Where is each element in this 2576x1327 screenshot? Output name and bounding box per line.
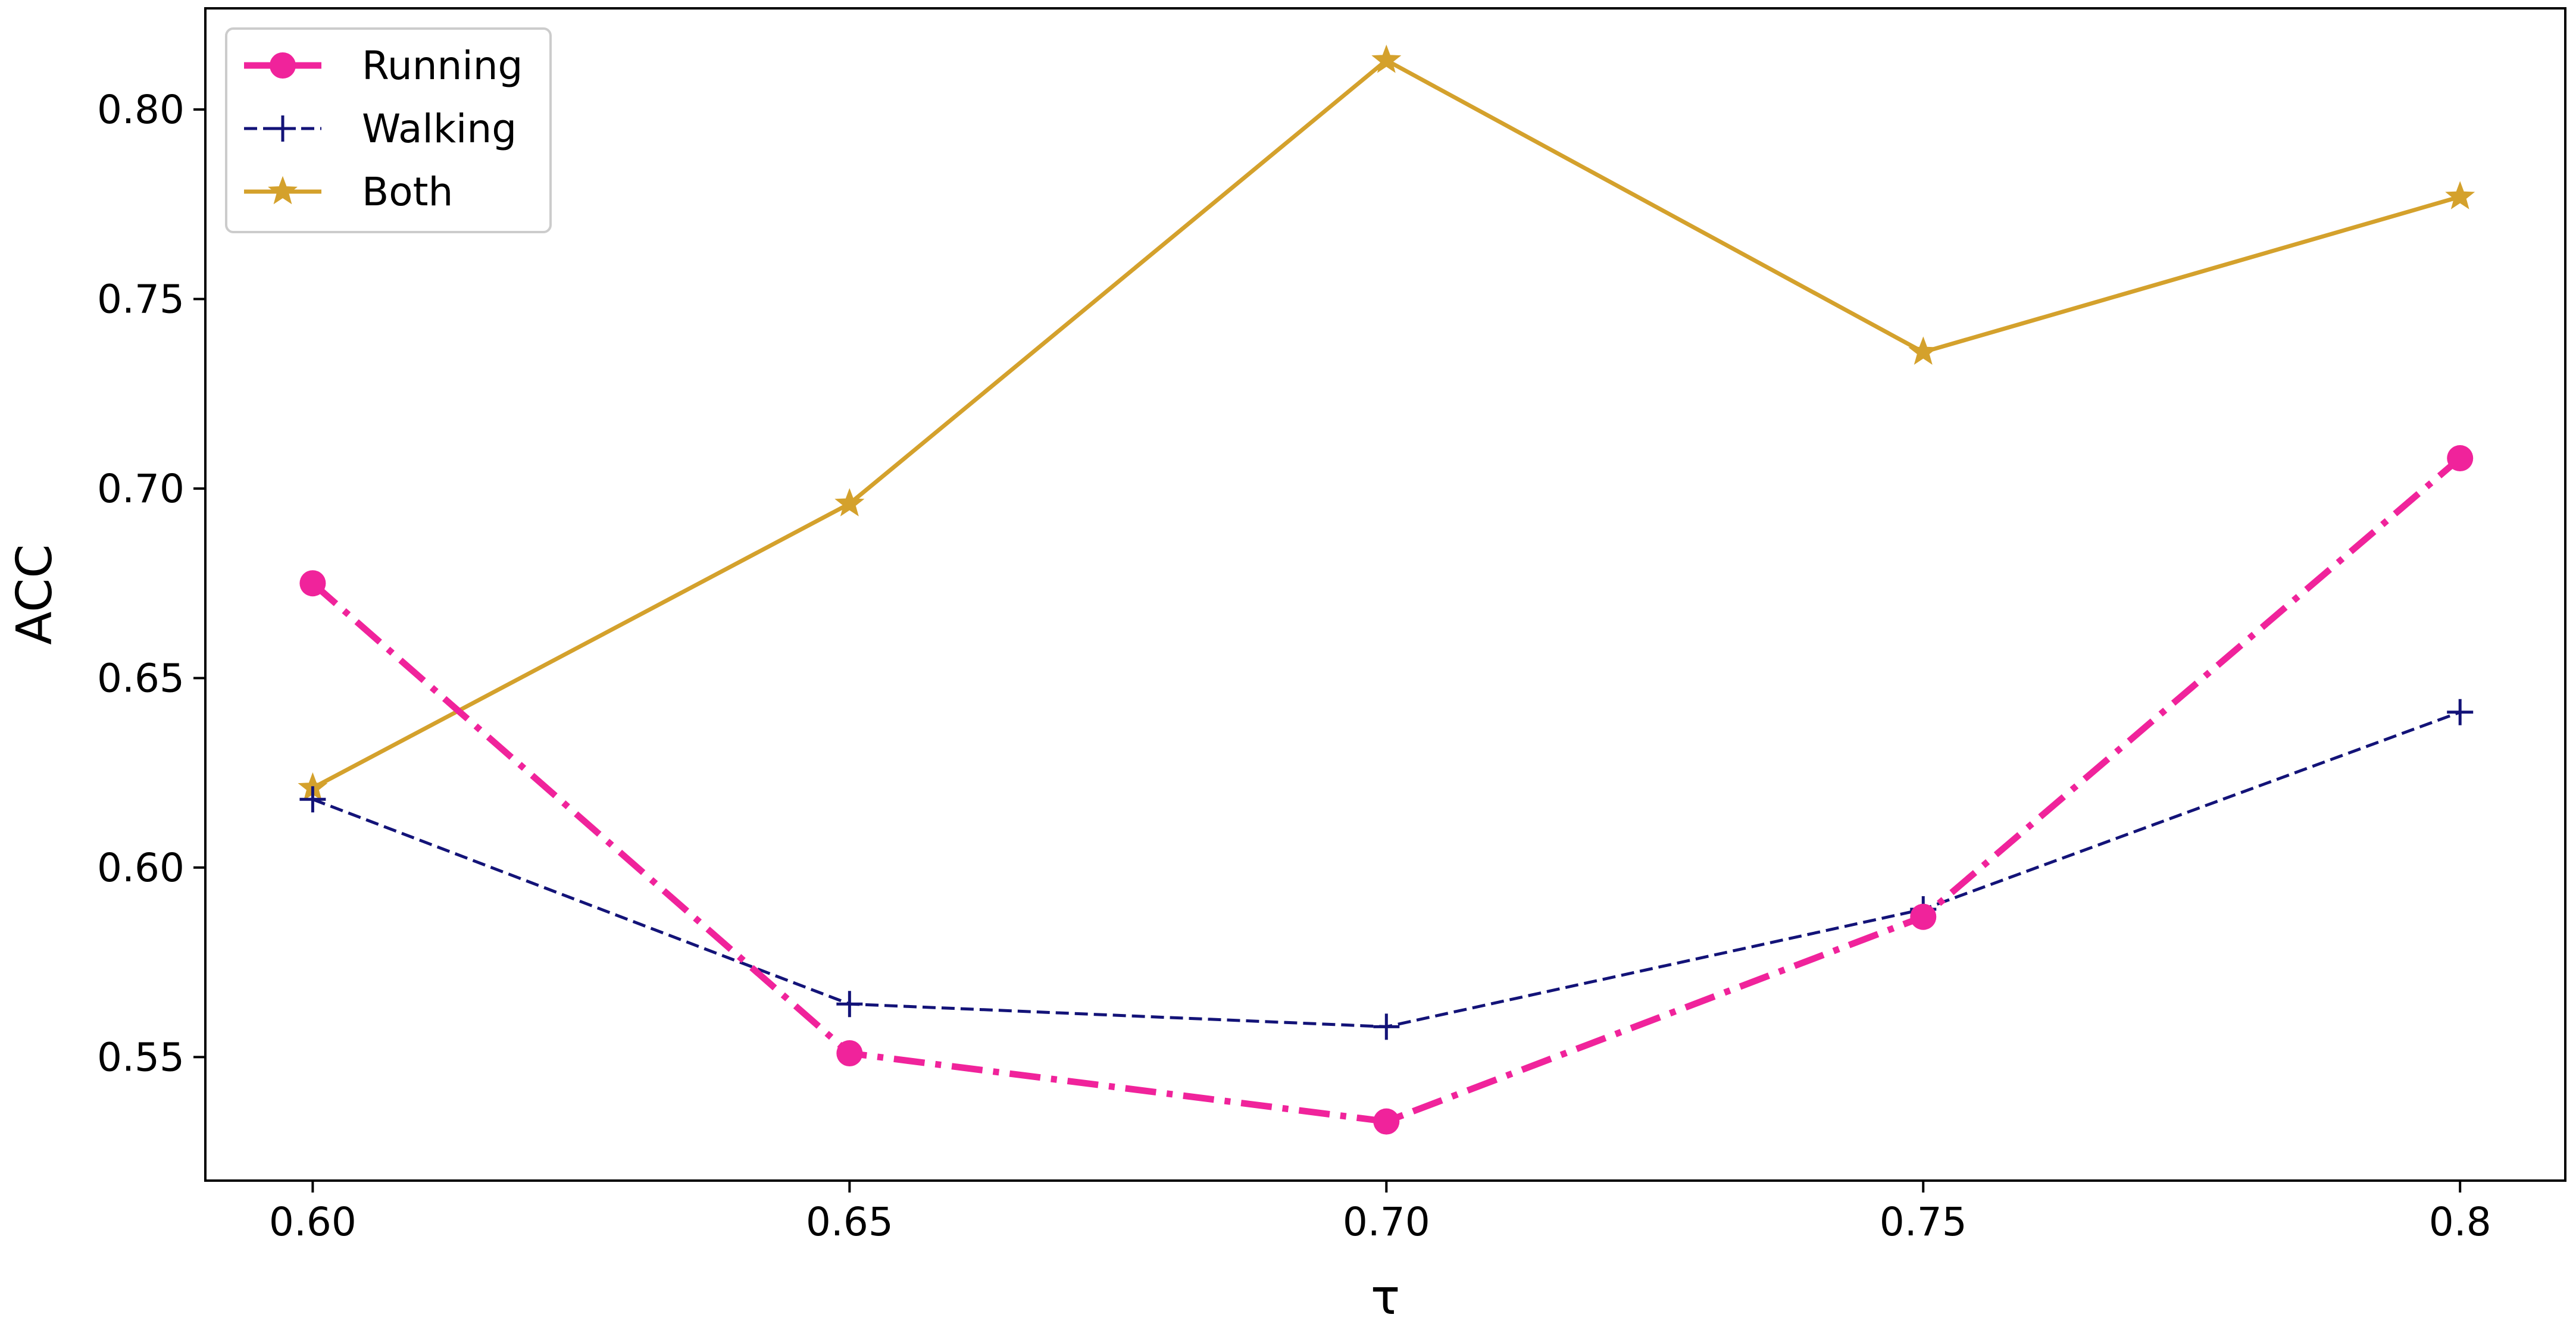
y-tick-label: 0.70 xyxy=(97,466,185,512)
data-point-running xyxy=(2447,445,2474,472)
data-point-both xyxy=(834,488,865,517)
y-tick-label: 0.80 xyxy=(97,87,185,133)
legend-marker-walking xyxy=(270,115,296,142)
data-point-running xyxy=(299,570,326,597)
series-running xyxy=(299,445,2474,1135)
legend-label-walking: Walking xyxy=(362,106,517,152)
y-tick-label: 0.55 xyxy=(97,1034,185,1080)
data-point-running xyxy=(1373,1108,1400,1135)
data-point-running xyxy=(836,1040,863,1066)
axes-layer: 0.60 0.65 0.70 0.75 0.8 0.55 0.60 0.65 0.70 0.75 0… xyxy=(97,7,2566,1245)
x-tick-label: 0.8 xyxy=(2429,1199,2491,1245)
data-point-both xyxy=(1371,45,1402,73)
x-tick-label: 0.70 xyxy=(1343,1199,1430,1245)
series-layer xyxy=(298,45,2475,1135)
y-tick-label: 0.60 xyxy=(97,845,185,891)
y-axis-label: ACC xyxy=(7,544,63,644)
data-point-walking xyxy=(299,786,326,813)
y-tick-label: 0.75 xyxy=(97,277,185,323)
y-tick-label: 0.65 xyxy=(97,655,185,701)
x-tick-label: 0.65 xyxy=(806,1199,893,1245)
data-point-walking xyxy=(836,991,863,1018)
data-point-walking xyxy=(2447,699,2474,725)
legend-box xyxy=(225,27,552,233)
legend-label-running: Running xyxy=(362,43,523,89)
x-tick-label: 0.60 xyxy=(269,1199,357,1245)
data-point-both xyxy=(1908,336,1939,365)
series-walking xyxy=(299,699,2474,1040)
legend-marker-running xyxy=(270,52,296,79)
legend: Running Walking Both xyxy=(225,27,552,233)
data-point-both xyxy=(2445,181,2475,209)
x-tick-label: 0.75 xyxy=(1880,1199,1967,1245)
legend-marker-both xyxy=(268,176,298,205)
x-axis-label: τ xyxy=(1371,1269,1400,1324)
data-point-walking xyxy=(1373,1013,1400,1040)
data-point-running xyxy=(1910,903,1937,930)
legend-label-both: Both xyxy=(362,169,453,215)
